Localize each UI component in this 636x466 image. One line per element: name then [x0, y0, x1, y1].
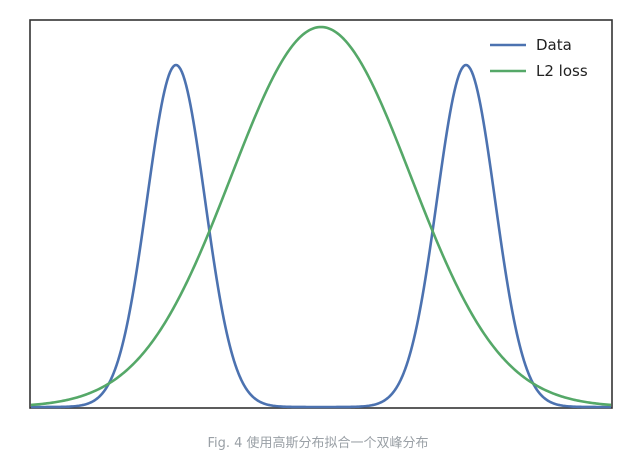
- plot-frame: [29, 19, 613, 409]
- legend-label-0: Data: [536, 36, 572, 54]
- figure-caption: Fig. 4 使用高斯分布拟合一个双峰分布: [207, 436, 429, 451]
- series-layer: [30, 25, 612, 409]
- legend: Data L2 loss: [490, 36, 588, 80]
- series-line-l2-loss: [30, 25, 612, 407]
- chart: Data L2 loss: [29, 19, 613, 409]
- series-line-data: [31, 63, 611, 409]
- legend-label-1: L2 loss: [536, 62, 588, 80]
